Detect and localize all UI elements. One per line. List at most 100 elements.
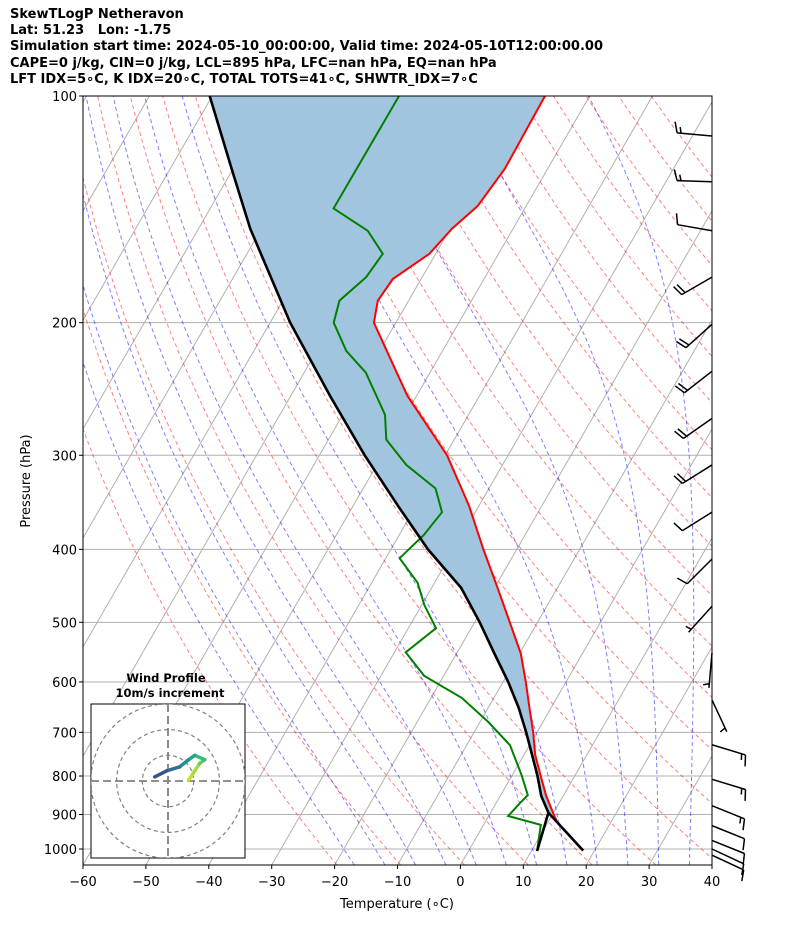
y-tick-label: 400 xyxy=(52,543,77,558)
y-tick-label: 100 xyxy=(52,90,77,105)
wind-barb xyxy=(711,824,746,851)
x-axis-label: Temperature (∘C) xyxy=(339,897,454,912)
axis-ticks: −60 −50 −40 −30 −20 −10 0 10 20 30 40 100 200 300 400 5… xyxy=(44,90,720,890)
barb-feather xyxy=(742,838,746,851)
cin-shading xyxy=(209,96,554,815)
barb-feather xyxy=(676,577,688,585)
y-tick-label: 500 xyxy=(52,616,77,631)
wind-barb xyxy=(711,805,746,831)
isotherm-gridline xyxy=(711,863,712,865)
moist-adiabat xyxy=(83,360,355,865)
dry-adiabat xyxy=(422,96,712,499)
barb-feather xyxy=(676,284,686,294)
x-tick-label: 10 xyxy=(515,875,532,890)
y-tick-label: 200 xyxy=(52,317,77,332)
isotherm-gridline xyxy=(522,536,712,865)
barb-feather xyxy=(742,818,746,831)
barb-half-feather xyxy=(685,625,692,630)
dewpoint-line xyxy=(332,96,542,852)
isotherm-gridline xyxy=(83,96,213,321)
title-station: SkewTLogP Netheravon xyxy=(10,7,184,22)
lcl-line xyxy=(535,812,550,852)
barb-staff xyxy=(682,417,713,440)
isotherm-gridline xyxy=(648,754,712,865)
dry-adiabat xyxy=(97,96,529,865)
barb-feather xyxy=(673,286,683,296)
hodograph-segment xyxy=(177,758,190,769)
wind-barb xyxy=(675,213,713,232)
x-tick-label: 30 xyxy=(641,875,658,890)
dry-adiabat xyxy=(585,96,712,267)
wind-barbs xyxy=(673,121,747,882)
moist-adiabat xyxy=(588,96,695,865)
wind-barb xyxy=(711,854,745,882)
barb-feather xyxy=(676,473,687,482)
barb-staff xyxy=(711,854,745,871)
barb-staff xyxy=(711,839,745,855)
barb-feather xyxy=(741,869,745,882)
wind-barb xyxy=(675,323,713,349)
barb-staff xyxy=(676,179,713,183)
title-indices-1: CAPE=0 j/kg, CIN=0 j/kg, LCL=895 hPa, LF… xyxy=(10,55,497,71)
isotherm-gridline xyxy=(459,427,712,865)
y-tick-label: 1000 xyxy=(44,843,77,858)
y-tick-label: 300 xyxy=(52,449,77,464)
dry-adiabat xyxy=(455,96,712,451)
barb-half-feather xyxy=(703,683,710,686)
wind-barb xyxy=(685,605,713,633)
title-times: Simulation start time: 2024-05-10_00:00:… xyxy=(10,39,603,55)
temperature-line xyxy=(372,96,584,852)
dry-adiabat xyxy=(618,96,712,222)
barb-staff xyxy=(683,370,713,394)
barb-half-feather xyxy=(719,727,726,733)
barb-staff xyxy=(681,464,713,485)
x-tick-label: 0 xyxy=(456,875,464,890)
isotherm-gridline xyxy=(397,318,712,865)
x-tick-label: 20 xyxy=(578,875,595,890)
barb-staff xyxy=(711,805,745,820)
barb-staff xyxy=(711,699,728,733)
y-tick-label: 800 xyxy=(52,770,77,785)
moist-adiabat xyxy=(85,96,447,865)
barb-feather xyxy=(674,430,684,440)
x-tick-label: −40 xyxy=(195,875,222,890)
wind-barb xyxy=(711,699,728,733)
x-tick-label: −10 xyxy=(384,875,411,890)
barb-staff xyxy=(685,323,713,349)
barb-staff xyxy=(711,744,746,756)
profiles xyxy=(208,96,585,852)
wind-barb xyxy=(674,121,713,137)
y-tick-label: 700 xyxy=(52,726,77,741)
barb-staff xyxy=(688,605,713,633)
wind-barb xyxy=(673,169,713,183)
hodograph-segment xyxy=(191,761,202,776)
dry-adiabat xyxy=(259,96,712,751)
barb-feather xyxy=(678,338,690,346)
wind-barb xyxy=(673,511,713,532)
isotherm-gridline xyxy=(585,645,712,865)
dry-adiabat xyxy=(83,175,465,865)
x-tick-label: −60 xyxy=(69,875,96,890)
barb-feather xyxy=(673,169,678,181)
moist-adiabat xyxy=(83,192,416,865)
barb-feather xyxy=(677,382,689,391)
barb-feather xyxy=(674,121,678,134)
chart-title: SkewTLogP Netheravon Lat: 51.23 Lon: -1.7… xyxy=(10,7,603,88)
barb-feather xyxy=(675,340,687,349)
x-tick-label: −50 xyxy=(132,875,159,890)
wind-barb xyxy=(674,370,713,394)
barb-feather xyxy=(677,428,688,437)
hodograph-segment xyxy=(192,753,207,762)
dry-adiabat xyxy=(83,307,402,865)
x-tick-label: −20 xyxy=(321,875,348,890)
moist-adiabat xyxy=(112,96,477,865)
moist-adiabat xyxy=(458,96,660,865)
barb-staff xyxy=(711,778,746,791)
dry-adiabat xyxy=(325,96,712,647)
moist-adiabat xyxy=(83,283,386,865)
title-location: Lat: 51.23 Lon: -1.75 xyxy=(10,23,172,39)
isotherm-gridline xyxy=(334,209,712,865)
wind-barb xyxy=(673,276,713,296)
isotherm-gridline xyxy=(83,96,87,103)
